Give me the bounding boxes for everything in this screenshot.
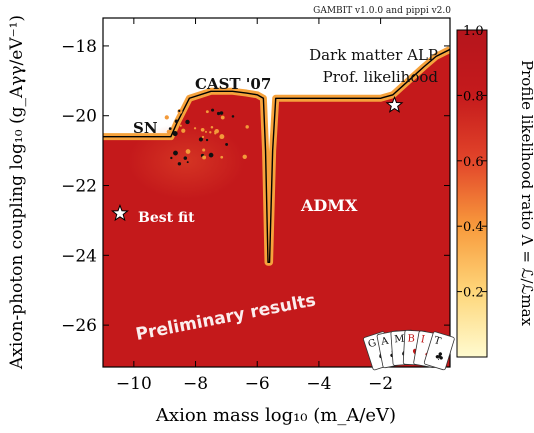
colorbar-label: Profile likelihood ratio Λ = ℒ/ℒmax [518,60,534,326]
svg-text:I: I [420,334,426,346]
colorbar-ticks: 0.2 0.4 0.6 0.8 1.0 [457,24,487,301]
likelihood-speckle [209,131,212,134]
likelihood-speckle [164,115,169,120]
x-axis: −10 −8 −6 −4 −2 [116,18,393,394]
likelihood-speckle [183,156,188,160]
svg-text:♣: ♣ [433,349,446,364]
model-label: Dark matter ALP [309,46,438,64]
likelihood-speckle [186,161,189,164]
svg-text:T: T [433,335,443,348]
likelihood-speckle [220,115,225,120]
likelihood-speckle [214,132,217,135]
likelihood-speckle [174,119,179,123]
likelihood-speckle [202,148,206,152]
likelihood-speckle [173,150,178,156]
boundary-contour [103,48,450,263]
best-fit-markers [111,95,404,222]
x-tick-label: −2 [368,374,393,394]
likelihood-speckle [166,129,171,134]
svg-text:B: B [407,333,415,344]
sn-label: SN [133,119,158,137]
likelihood-speckle [225,143,229,146]
best-fit-label: Best fit [138,210,195,226]
likelihood-speckle [214,128,219,134]
likelihood-speckle [179,124,182,127]
likelihood-speckle [216,111,221,116]
cast-label: CAST '07 [195,75,271,93]
method-label: Prof. likelihood [323,68,439,86]
best-fit-star [385,95,404,113]
y-tick-label: −22 [61,177,97,197]
likelihood-speckle [208,152,214,158]
best-fit-star [111,204,129,222]
likelihood-speckle [193,127,197,130]
likelihood-speckle [172,131,178,137]
x-tick-label: −6 [245,374,270,394]
likelihood-speckle [200,127,205,132]
likelihood-speckle [185,149,191,154]
likelihood-speckle [219,111,224,115]
gambit-card-logo: G♠A♣M♠B♥I♦T♣ [363,329,455,371]
likelihood-speckle [168,127,172,130]
likelihood-speckle [181,128,186,133]
colorbar [456,29,488,358]
likelihood-speckle [204,130,207,133]
colorbar-tick-label: 0.2 [463,286,484,301]
likelihood-blob [128,123,245,200]
colorbar-tick-label: 0.8 [463,89,484,104]
likelihood-speckle [205,110,209,114]
likelihood-speckle [210,125,214,129]
y-tick-label: −24 [61,246,97,266]
likelihood-speckle [177,162,182,166]
y-tick-label: −26 [61,316,97,336]
likelihood-speckle [201,135,205,139]
banner-text: GAMBIT v1.0.0 and pippi v2.0 [313,6,451,16]
likelihood-speckle [205,138,209,142]
y-tick-label: −20 [61,107,97,127]
likelihood-speckle [245,125,249,129]
logo-card: T♣ [423,331,455,371]
likelihood-speckle [242,154,247,159]
likelihood-speckle [211,108,215,112]
svg-text:M: M [394,334,405,346]
x-tick-label: −4 [306,374,331,394]
likelihood-speckle [178,109,181,112]
colorbar-tick-label: 1.0 [463,24,484,39]
likelihood-speckle [202,155,207,160]
likelihood-speckle [231,115,235,118]
svg-text:G: G [367,337,378,350]
plot-frame [102,17,451,368]
likelihood-speckle [219,134,225,140]
y-axis-label: Axion-photon coupling log₁₀ (g_Aγγ/eV⁻¹) [7,15,27,370]
admx-label: ADMX [300,196,358,215]
likelihood-speckle [198,137,203,142]
likelihood-speckle [185,119,190,125]
x-axis-label: Axion mass log₁₀ (m_A/eV) [155,405,396,426]
plot-layer [103,46,450,367]
x-tick-label: −8 [183,374,208,394]
likelihood-speckle [220,155,224,159]
y-axis: −26 −24 −22 −20 −18 [61,37,450,336]
svg-text:A: A [379,336,390,349]
likelihood-speckle [170,156,173,160]
colorbar-tick-label: 0.6 [463,155,484,170]
colorbar-tick-label: 0.4 [463,220,484,235]
x-tick-label: −10 [116,374,152,394]
y-tick-label: −18 [61,37,97,57]
